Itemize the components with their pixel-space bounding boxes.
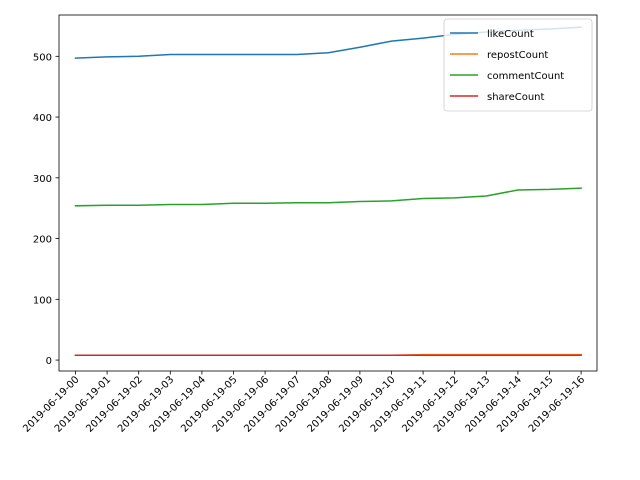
x-tick-label: 2019-06-19-03 — [116, 374, 176, 434]
x-tick-label: 2019-06-19-13 — [432, 374, 492, 434]
x-tick-label: 2019-06-19-14 — [464, 374, 524, 434]
y-tick-label: 100 — [33, 295, 52, 306]
y-tick-label: 300 — [33, 174, 52, 185]
x-tick-label: 2019-06-19-07 — [242, 374, 302, 434]
legend-label-likeCount: likeCount — [487, 29, 534, 40]
series-line-commentCount — [74, 187, 582, 207]
x-tick-label: 2019-06-19-15 — [495, 374, 555, 434]
x-axis: 2019-06-19-002019-06-19-012019-06-19-022… — [21, 371, 587, 435]
x-tick-label: 2019-06-19-04 — [148, 374, 208, 434]
x-tick-label: 2019-06-19-02 — [84, 374, 144, 434]
x-tick-label: 2019-06-19-11 — [369, 374, 429, 434]
y-tick-label: 200 — [33, 235, 52, 246]
x-tick-label: 2019-06-19-09 — [306, 374, 366, 434]
x-tick-label: 2019-06-19-12 — [400, 374, 460, 434]
x-tick-label: 2019-06-19-10 — [337, 374, 397, 434]
legend-label-repostCount: repostCount — [487, 50, 548, 61]
x-tick-label: 2019-06-19-06 — [211, 374, 271, 434]
legend-label-commentCount: commentCount — [487, 71, 564, 82]
x-tick-label: 2019-06-19-01 — [53, 374, 113, 434]
legend-label-shareCount: shareCount — [487, 92, 544, 103]
x-tick-label: 2019-06-19-08 — [274, 374, 334, 434]
y-tick-label: 0 — [46, 356, 52, 367]
y-axis: 0 100 200 300 400 500 — [33, 52, 59, 367]
legend-box — [443, 18, 593, 112]
y-tick-label: 400 — [33, 113, 52, 124]
y-tick-label: 500 — [33, 52, 52, 63]
x-tick-label: 2019-06-19-05 — [179, 374, 239, 434]
plot-frame — [58, 14, 598, 372]
x-tick-label: 2019-06-19-16 — [527, 374, 587, 434]
x-tick-label: 2019-06-19-00 — [21, 374, 81, 434]
legend: likeCount repostCount commentCount shareCou… — [443, 18, 593, 112]
